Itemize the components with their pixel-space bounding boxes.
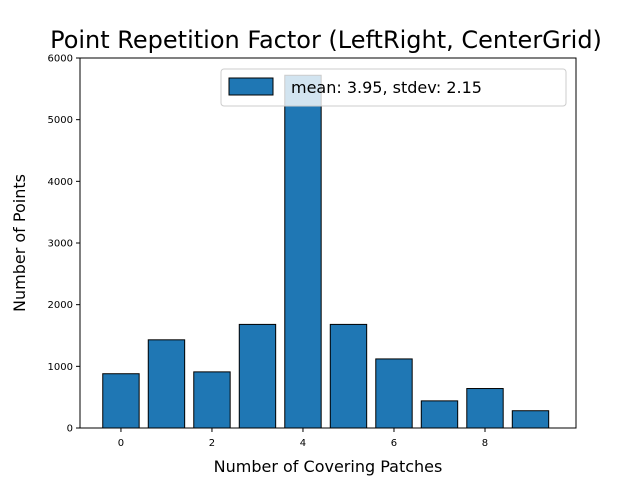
bar-0 xyxy=(102,373,140,429)
x-tick-label: 6 xyxy=(391,438,397,449)
chart-title: Point Repetition Factor (LeftRight, Cent… xyxy=(50,26,602,54)
bar-3 xyxy=(238,323,277,429)
bar-1 xyxy=(147,339,186,429)
bar-5 xyxy=(329,323,368,429)
y-tick-label: 2000 xyxy=(48,300,73,311)
bars-group xyxy=(102,74,550,429)
y-tick-label: 5000 xyxy=(48,115,73,126)
y-tick-label: 6000 xyxy=(48,54,73,65)
y-axis-label: Number of Points xyxy=(10,174,29,312)
x-tick-label: 2 xyxy=(209,438,215,449)
bar-9 xyxy=(511,410,550,429)
x-axis-label: Number of Covering Patches xyxy=(214,457,443,476)
x-tick-label: 8 xyxy=(482,438,488,449)
bar-7 xyxy=(420,400,459,429)
legend: mean: 3.95, stdev: 2.15 xyxy=(220,68,567,107)
y-axis-ticks: 0 1000 2000 3000 4000 5000 6000 xyxy=(48,54,80,435)
x-axis-ticks: 0 2 4 6 8 xyxy=(118,428,488,449)
y-tick-label: 3000 xyxy=(48,239,73,250)
y-tick-label: 1000 xyxy=(48,362,73,373)
bar-6 xyxy=(375,358,413,429)
bar-4 xyxy=(284,74,322,429)
x-tick-label: 0 xyxy=(118,438,124,449)
legend-label: mean: 3.95, stdev: 2.15 xyxy=(291,78,482,97)
bar-8 xyxy=(466,388,504,429)
legend-swatch xyxy=(228,77,274,96)
x-tick-label: 4 xyxy=(300,438,306,449)
plot-frame xyxy=(79,57,577,429)
y-tick-label: 4000 xyxy=(48,177,73,188)
bar-2 xyxy=(193,371,231,429)
legend-box xyxy=(220,68,567,107)
y-tick-label: 0 xyxy=(67,424,73,435)
